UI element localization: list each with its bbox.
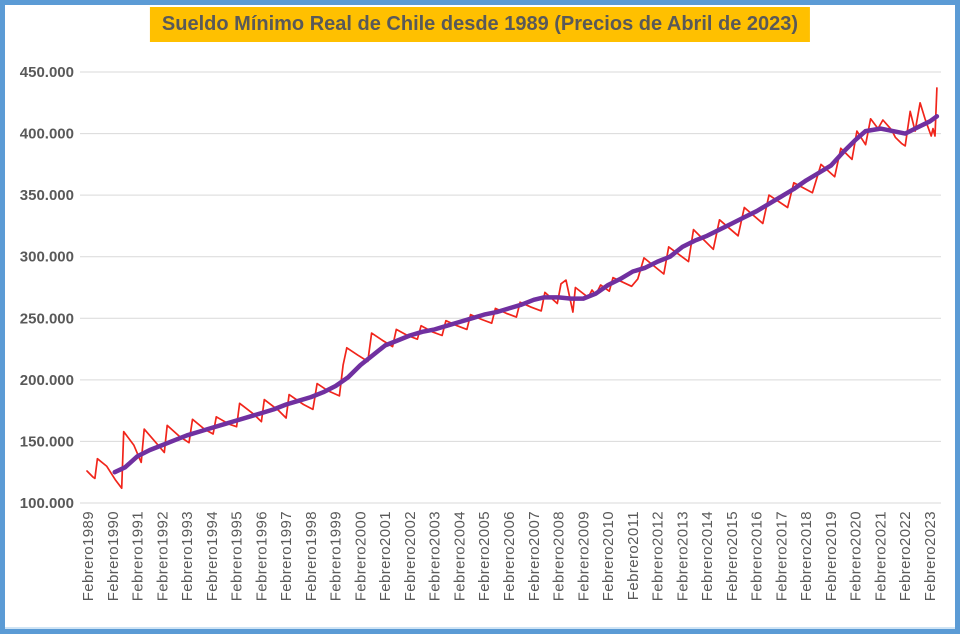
x-axis-label: Febrero1995	[229, 511, 246, 601]
x-axis-label: Febrero2009	[575, 511, 592, 601]
y-axis-label: 200.000	[20, 372, 74, 389]
x-axis-label: Febrero2020	[848, 511, 865, 601]
x-axis-label: Febrero2014	[699, 511, 716, 601]
chart-title: Sueldo Mínimo Real de Chile desde 1989 (…	[149, 7, 811, 42]
x-axis-label: Febrero2001	[377, 511, 394, 601]
x-axis-label: Febrero1996	[253, 511, 270, 601]
x-axis-label: Febrero2018	[798, 511, 815, 601]
x-axis-label: Febrero2017	[773, 511, 790, 601]
y-axis-label: 450.000	[20, 64, 74, 81]
x-axis-label: Febrero1989	[80, 511, 97, 601]
x-axis-label: Febrero2019	[823, 511, 840, 601]
x-axis-label: Febrero2005	[476, 511, 493, 601]
x-axis-label: Febrero1999	[328, 511, 345, 601]
x-axis-label: Febrero2002	[402, 511, 419, 601]
x-axis-label: Febrero1992	[154, 511, 171, 601]
x-axis-label: Febrero2015	[724, 511, 741, 601]
frame-inner-strip	[5, 627, 955, 629]
x-axis-label: Febrero2011	[625, 511, 642, 600]
x-axis-label: Febrero2006	[501, 511, 518, 601]
x-axis-label: Febrero2000	[352, 511, 369, 601]
y-axis-label: 350.000	[20, 187, 74, 204]
x-axis-label: Febrero2004	[451, 511, 468, 601]
y-axis-label: 400.000	[20, 126, 74, 143]
y-axis-label: 150.000	[20, 433, 74, 450]
x-axis-label: Febrero2012	[650, 511, 667, 601]
x-axis-label: Febrero2003	[427, 511, 444, 601]
y-axis-label: 300.000	[20, 249, 74, 266]
x-axis-label: Febrero1994	[204, 511, 221, 601]
y-axis-label: 250.000	[20, 310, 74, 327]
x-axis-label: Febrero2007	[526, 511, 543, 601]
x-axis-label: Febrero2022	[897, 511, 914, 601]
x-axis-label: Febrero1998	[303, 511, 320, 601]
x-axis-label: Febrero2021	[872, 511, 889, 601]
x-axis-label: Febrero2023	[922, 511, 939, 601]
x-axis-label: Febrero1990	[105, 511, 122, 601]
x-axis-label: Febrero2013	[674, 511, 691, 601]
x-axis-label: Febrero1991	[130, 511, 147, 601]
y-axis-label: 100.000	[20, 495, 74, 512]
x-axis-label: Febrero2008	[551, 511, 568, 601]
x-axis-label: Febrero1997	[278, 511, 295, 601]
x-axis-label: Febrero2016	[749, 511, 766, 601]
x-axis-label: Febrero2010	[600, 511, 617, 601]
x-axis-label: Febrero1993	[179, 511, 196, 601]
promedio-movil-12-meses-line	[112, 114, 940, 475]
